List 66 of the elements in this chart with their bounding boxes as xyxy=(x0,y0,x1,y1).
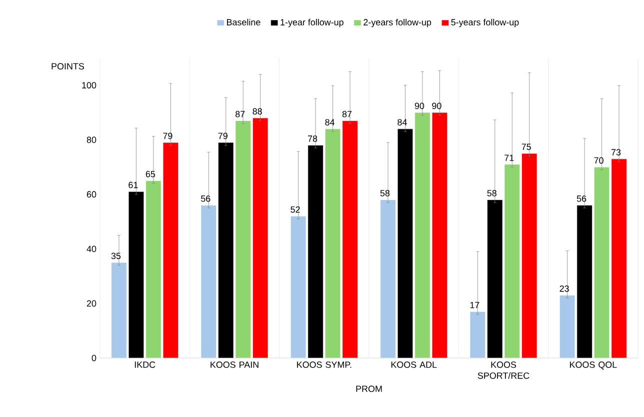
legend-label: 1-year follow-up xyxy=(280,18,344,28)
y-tick-label: 80 xyxy=(86,136,96,143)
data-label: 88 xyxy=(252,108,262,115)
y-tick-label: 0 xyxy=(92,354,96,362)
data-label: 65 xyxy=(146,170,156,178)
bar xyxy=(522,153,538,358)
bar xyxy=(380,200,396,358)
data-label: 35 xyxy=(111,252,121,260)
bar xyxy=(611,158,627,358)
data-label: 73 xyxy=(611,149,621,156)
x-tick-label: IKDC xyxy=(134,362,156,368)
y-tick-label: 60 xyxy=(86,191,96,198)
y-axis-title: POINTS xyxy=(52,63,84,70)
data-label: 84 xyxy=(398,119,407,126)
data-label: 56 xyxy=(576,195,586,202)
bar xyxy=(504,164,520,358)
data-label: 87 xyxy=(342,110,352,118)
data-label: 78 xyxy=(308,135,318,142)
data-label: 61 xyxy=(128,182,138,188)
data-label: 90 xyxy=(414,102,424,110)
bar xyxy=(397,128,413,358)
data-label: 84 xyxy=(325,119,335,126)
bar xyxy=(162,142,178,358)
bar xyxy=(308,145,324,358)
legend-label: 5-years follow-up xyxy=(451,18,519,28)
bar xyxy=(128,191,144,358)
bar xyxy=(576,205,592,358)
data-label: 87 xyxy=(236,110,245,118)
y-tick-label: 20 xyxy=(86,300,96,307)
bar xyxy=(290,216,306,358)
legend-label: 2-years follow-up xyxy=(364,18,432,28)
data-label: 52 xyxy=(290,206,300,213)
x-tick-label: KOOS ADL xyxy=(391,362,437,368)
bar xyxy=(218,142,234,358)
bar xyxy=(325,128,341,358)
x-tick-label: KOOS PAIN xyxy=(210,362,258,368)
y-tick-label: 40 xyxy=(86,246,96,252)
bar xyxy=(252,118,268,358)
data-label: 90 xyxy=(432,102,442,110)
legend-label: Baseline xyxy=(227,18,260,26)
bar xyxy=(470,311,486,358)
data-label: 56 xyxy=(201,195,210,202)
bar xyxy=(235,120,251,358)
bar xyxy=(432,112,448,358)
y-tick-label: 100 xyxy=(82,82,96,88)
data-label: 71 xyxy=(504,154,514,161)
bar xyxy=(200,205,216,358)
bar xyxy=(594,166,610,358)
data-label: 75 xyxy=(522,144,531,150)
data-label: 23 xyxy=(560,285,569,292)
data-label: 58 xyxy=(487,190,496,196)
x-tick-label: KOOS SYMP. xyxy=(297,362,352,368)
bar xyxy=(111,262,127,358)
bar xyxy=(342,120,358,358)
bar xyxy=(146,180,162,358)
data-label: 17 xyxy=(470,302,480,308)
x-tick-label: KOOS SPORT/REC xyxy=(478,362,530,379)
data-label: 79 xyxy=(163,132,172,140)
data-label: 70 xyxy=(594,157,604,164)
data-label: 58 xyxy=(380,190,390,196)
data-label: 79 xyxy=(218,132,228,140)
bar xyxy=(414,112,430,358)
x-tick-label: KOOS QOL xyxy=(570,362,617,370)
x-axis-title: PROM xyxy=(356,386,382,392)
bar xyxy=(487,200,503,358)
bar xyxy=(560,295,576,358)
